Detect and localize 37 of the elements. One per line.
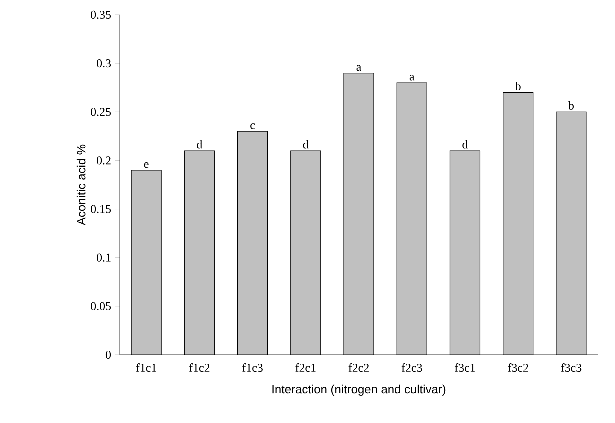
x-tick-label: f1c3 [242,364,263,372]
annotation: b [515,82,521,91]
x-tick-label: f2c2 [348,364,369,372]
y-tick-label: 0.2 [96,156,111,165]
y-tick-label: 0.3 [96,60,112,68]
bar [184,150,215,355]
bar [450,150,480,355]
y-tick-label: 0.1 [96,254,111,262]
x-tick-label: f1c1 [136,364,156,372]
annotation: a [356,65,362,72]
x-tick-label: f3c3 [561,364,582,372]
bar [344,73,374,355]
x-tick-label: f2c1 [296,364,316,372]
bar [503,92,534,355]
bar [397,82,428,355]
annotation: a [410,75,415,81]
x-tick-label: f1c2 [189,364,210,372]
annotation: d [462,140,468,149]
x-tick-label: f3c1 [454,364,476,372]
x-tick-label: f2c3 [402,364,422,372]
y-tick-label: 0.35 [91,10,112,20]
y-tick-label: 0 [106,350,112,360]
annotation: e [144,162,149,168]
x-tick-label: f3c2 [508,364,528,372]
bar [556,112,587,355]
annotation: b [568,102,574,110]
y-axis-title: Aconitic acid % [76,144,86,226]
x-axis-title: Interaction (nitrogen and cultivar) [272,384,446,396]
bar [132,170,162,355]
y-tick-label: 0.05 [91,302,112,310]
bar [290,150,321,355]
bar [238,132,268,355]
y-tick-label: 0.15 [91,205,112,214]
annotation: c [250,124,256,130]
y-tick-label: 0.25 [91,108,112,116]
annotation: d [197,140,203,149]
annotation: d [303,140,309,149]
